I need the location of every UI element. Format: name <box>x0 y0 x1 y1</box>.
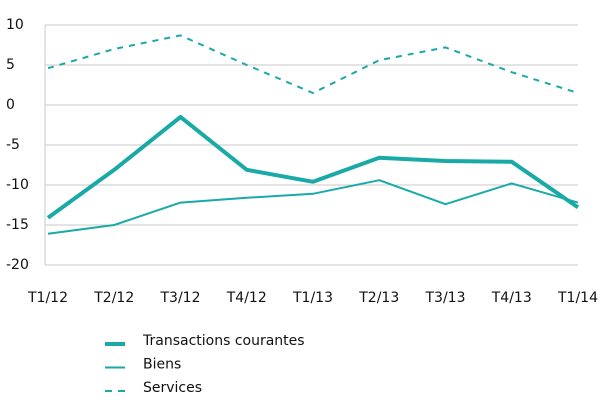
y-tick-label: -15 <box>6 217 29 233</box>
x-tick-label: T2/13 <box>358 290 399 306</box>
x-tick-label: T1/12 <box>27 290 68 306</box>
x-tick-label: T4/13 <box>491 290 532 306</box>
series-line <box>47 179 579 235</box>
series-line <box>46 115 580 220</box>
x-tick-label: T4/12 <box>226 290 267 306</box>
x-tick-label: T2/12 <box>93 290 134 306</box>
series-line <box>47 34 579 94</box>
y-tick-label: -20 <box>6 257 29 273</box>
x-tick-label: T1/13 <box>292 290 333 306</box>
y-tick-label: 5 <box>6 57 15 73</box>
legend-label: Biens <box>143 357 181 373</box>
legend-label: Transactions courantes <box>142 333 305 349</box>
y-tick-label: -5 <box>6 137 20 153</box>
y-tick-label: 0 <box>6 97 15 113</box>
x-tick-label: T3/13 <box>425 290 466 306</box>
y-tick-label: -10 <box>6 177 29 193</box>
x-tick-label: T3/12 <box>160 290 201 306</box>
x-tick-label: T1/14 <box>557 290 598 306</box>
y-tick-label: 10 <box>6 17 24 33</box>
legend-label: Services <box>143 380 202 396</box>
